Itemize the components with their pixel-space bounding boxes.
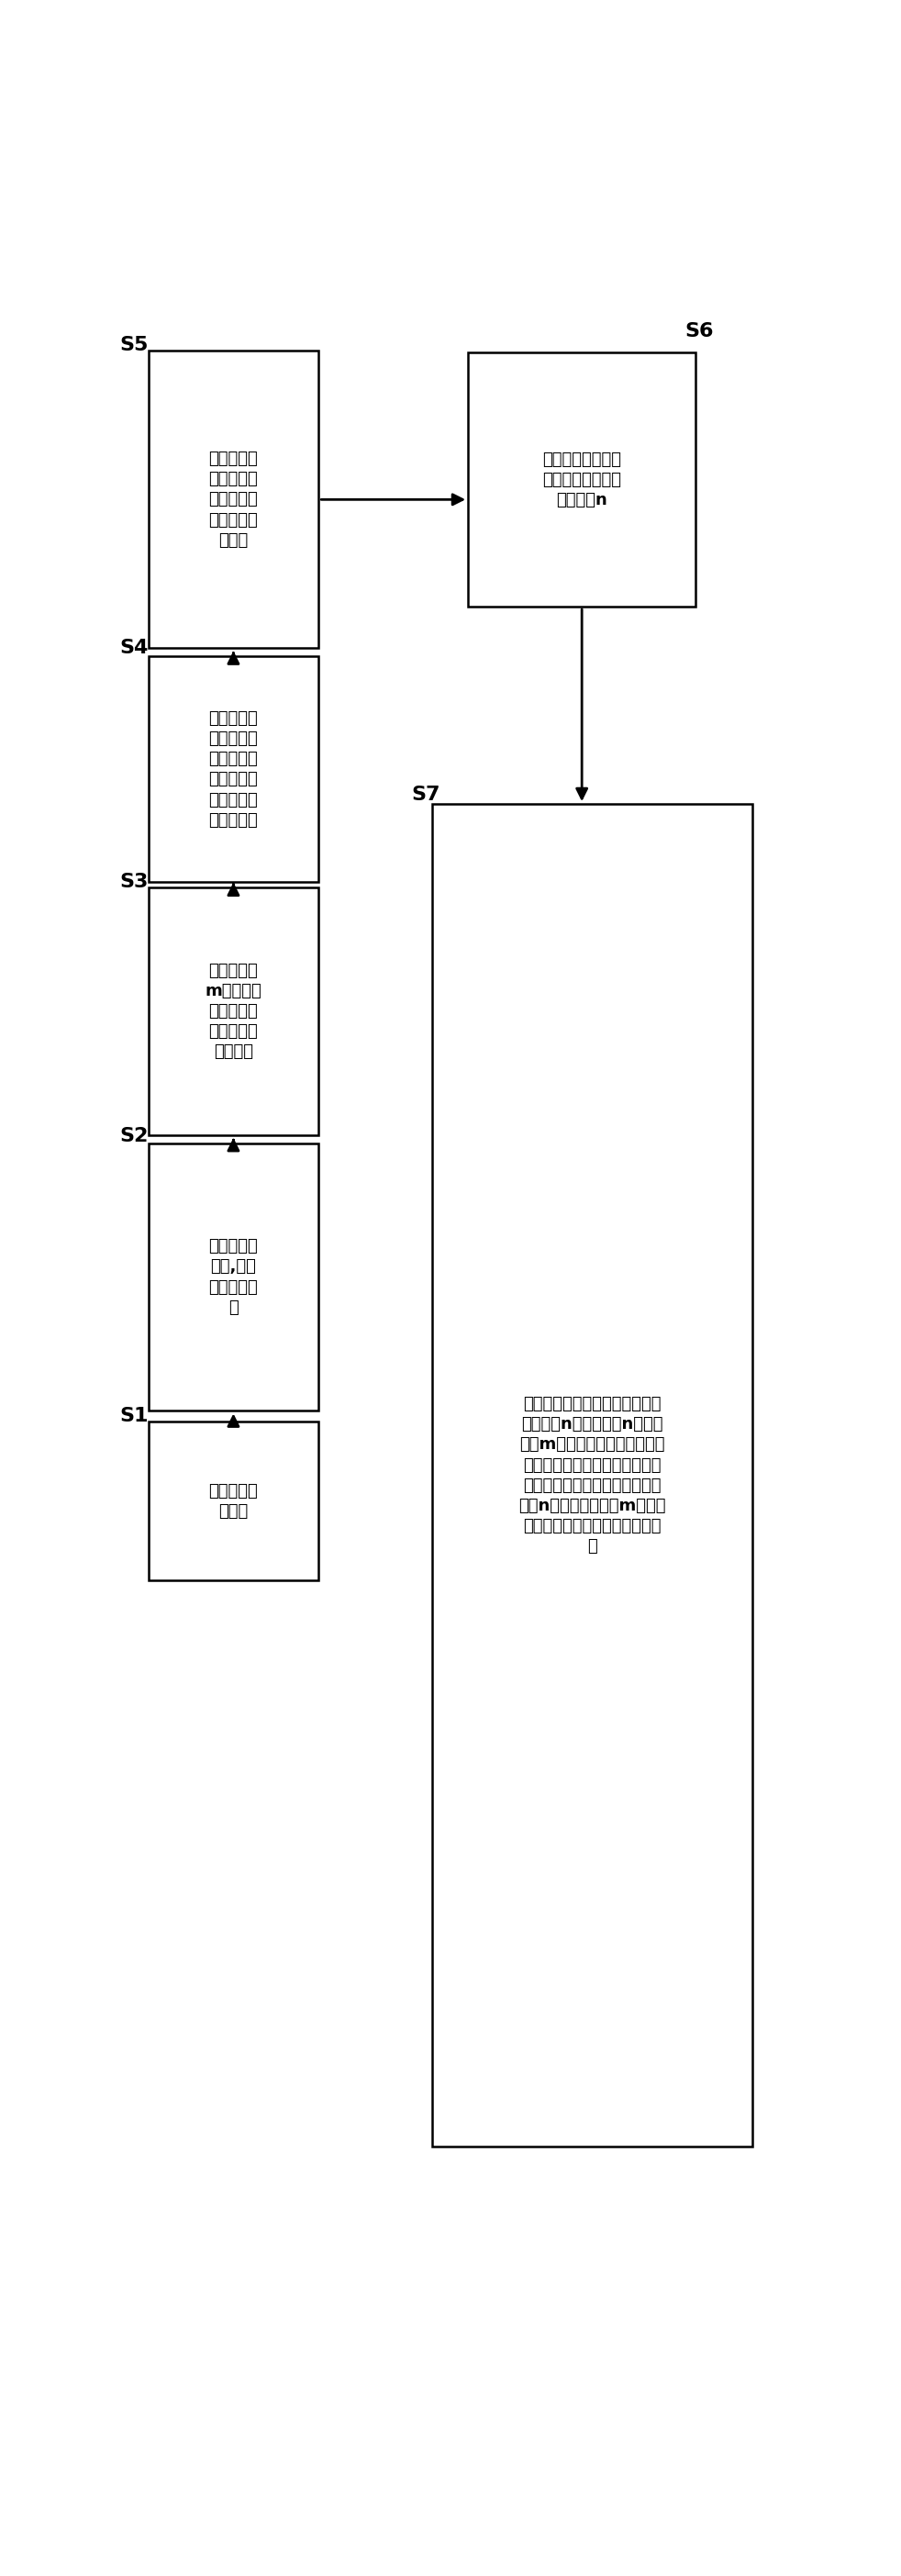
Text: S6: S6 [685, 322, 714, 340]
Text: S4: S4 [120, 639, 149, 657]
Text: S2: S2 [120, 1128, 149, 1146]
FancyBboxPatch shape [149, 657, 319, 884]
FancyBboxPatch shape [149, 1422, 319, 1582]
Text: 宏基站统计发出竞
标请求的毫微微基
站的数量n: 宏基站统计发出竞 标请求的毫微微基 站的数量n [542, 451, 622, 507]
FancyBboxPatch shape [468, 353, 696, 605]
Text: 毫微微基站
向宏基站发
出竞标请求
，接受宏基
站叫价: 毫微微基站 向宏基站发 出竞标请求 ，接受宏基 站叫价 [209, 451, 258, 549]
Text: S3: S3 [120, 873, 149, 891]
Text: S7: S7 [411, 786, 440, 804]
Text: 建立频谱拍
卖机制: 建立频谱拍 卖机制 [209, 1484, 258, 1520]
FancyBboxPatch shape [149, 886, 319, 1136]
Text: S1: S1 [120, 1406, 149, 1425]
Text: 宏基站判断发出竞标请求的毫微
微基站数n，若需求数n大于频
带数m，则为了达到稳定状态，
宏基站在此发起新一轮的叫价，
其叫价比前一轮高一步长，若请
求数n小于: 宏基站判断发出竞标请求的毫微 微基站数n，若需求数n大于频 带数m，则为了达到稳… [519, 1396, 666, 1556]
Text: 授权用户将
m个空闲频
带放入次级
频谱市场的
频谱池中: 授权用户将 m个空闲频 带放入次级 频谱市场的 频谱池中 [205, 963, 262, 1061]
FancyBboxPatch shape [432, 804, 752, 2146]
Text: 频谱覆盖微
基站,构建
双层异构网
络: 频谱覆盖微 基站,构建 双层异构网 络 [209, 1239, 258, 1316]
FancyBboxPatch shape [149, 1144, 319, 1412]
Text: S5: S5 [120, 335, 149, 353]
Text: 宏基站充当
拍卖者为空
闲频带叫价
，初始价格
不小于授权
用户的底价: 宏基站充当 拍卖者为空 闲频带叫价 ，初始价格 不小于授权 用户的底价 [209, 711, 258, 829]
FancyBboxPatch shape [149, 350, 319, 649]
